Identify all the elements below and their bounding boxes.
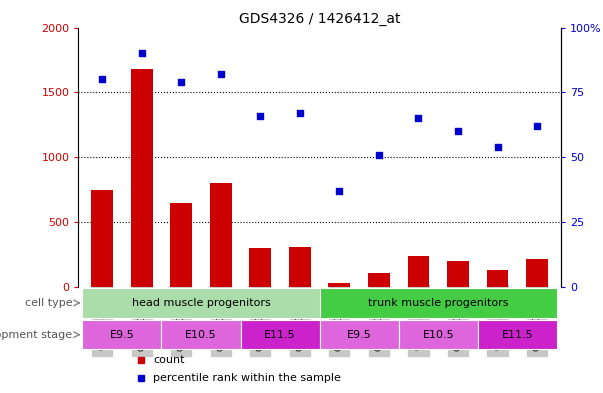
Point: [374, 152, 384, 158]
Text: percentile rank within the sample: percentile rank within the sample: [153, 373, 341, 382]
Text: cell type: cell type: [25, 298, 76, 308]
Bar: [487, 270, 508, 287]
Text: head muscle progenitors: head muscle progenitors: [131, 298, 270, 308]
Bar: [210, 183, 232, 287]
Bar: [526, 259, 548, 287]
Bar: [91, 190, 113, 287]
Title: GDS4326 / 1426412_at: GDS4326 / 1426412_at: [239, 13, 400, 26]
Text: development stage: development stage: [0, 330, 76, 340]
Text: E10.5: E10.5: [185, 330, 217, 340]
Text: E9.5: E9.5: [347, 330, 371, 340]
Bar: [289, 247, 311, 287]
Point: [176, 79, 186, 85]
Bar: [329, 283, 350, 287]
Point: [453, 128, 463, 134]
Bar: [170, 203, 192, 287]
Point: [295, 110, 305, 116]
Point: [137, 50, 147, 57]
Point: [493, 144, 502, 150]
Text: E10.5: E10.5: [422, 330, 454, 340]
Text: count: count: [153, 355, 185, 365]
Bar: [447, 261, 469, 287]
Text: E11.5: E11.5: [264, 330, 296, 340]
Bar: [83, 320, 162, 349]
Bar: [250, 248, 271, 287]
Point: [256, 113, 265, 119]
Point: [532, 123, 542, 129]
Point: [97, 76, 107, 83]
Text: trunk muscle progenitors: trunk muscle progenitors: [368, 298, 508, 308]
Bar: [399, 320, 478, 349]
Bar: [320, 320, 399, 349]
Bar: [408, 256, 429, 287]
Bar: [131, 69, 153, 287]
Bar: [162, 320, 241, 349]
Bar: [83, 288, 320, 318]
Text: E11.5: E11.5: [502, 330, 533, 340]
Bar: [478, 320, 557, 349]
Point: [335, 188, 344, 194]
Bar: [320, 288, 557, 318]
Bar: [368, 273, 390, 287]
Bar: [241, 320, 320, 349]
Point: [216, 71, 226, 77]
Text: E9.5: E9.5: [110, 330, 134, 340]
Point: [414, 115, 423, 121]
